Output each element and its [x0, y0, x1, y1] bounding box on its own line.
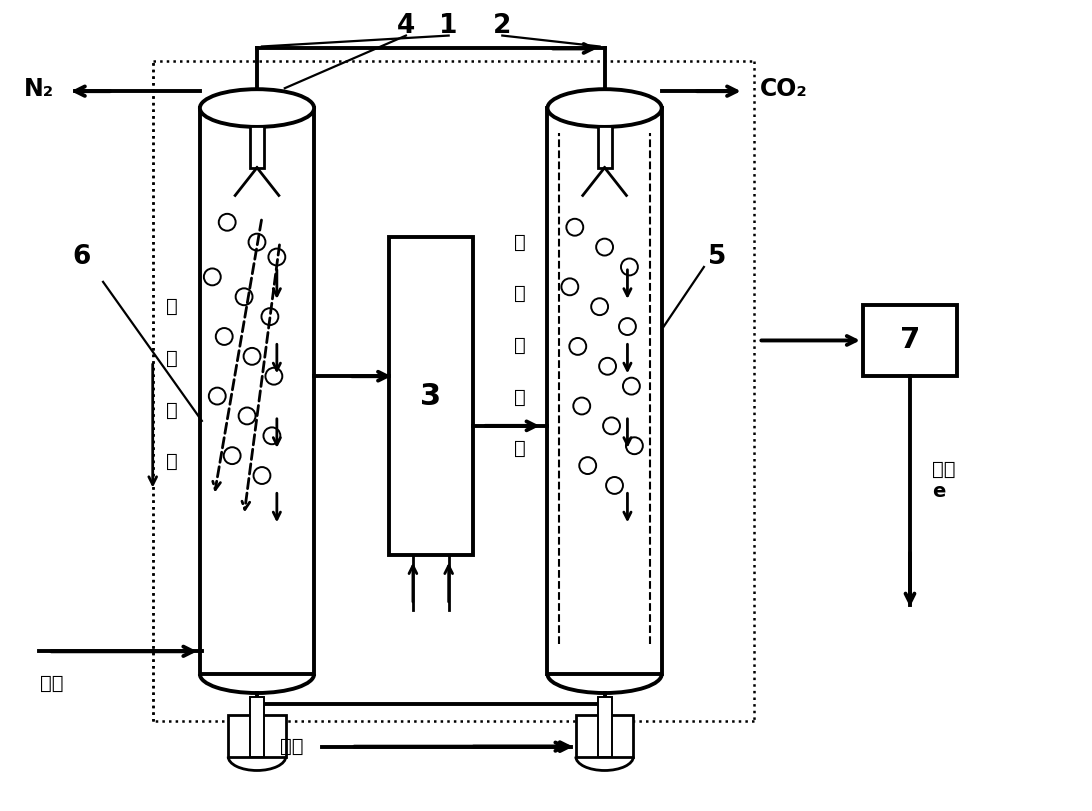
Text: CO₂: CO₂	[760, 77, 807, 101]
Bar	[597, 697, 612, 757]
Text: 应: 应	[514, 285, 525, 303]
Text: 烟气: 烟气	[39, 674, 63, 693]
Text: 热: 热	[514, 336, 525, 355]
Bar	[597, 126, 612, 168]
Text: N₂: N₂	[23, 77, 54, 101]
Text: 5: 5	[708, 244, 726, 270]
Text: 2: 2	[494, 13, 511, 39]
Text: 蕊汽: 蕊汽	[280, 737, 304, 756]
Text: 电子
e: 电子 e	[931, 460, 956, 501]
Bar	[863, 305, 958, 376]
Text: 4: 4	[396, 13, 415, 39]
Text: 子: 子	[166, 452, 178, 471]
Text: 电: 电	[514, 388, 525, 406]
Bar	[228, 714, 286, 757]
Bar	[547, 108, 662, 674]
Text: 场: 场	[514, 440, 525, 458]
Text: 金: 金	[166, 297, 178, 316]
Text: 属: 属	[166, 349, 178, 368]
Text: 3: 3	[420, 381, 441, 410]
Bar	[575, 714, 633, 757]
Bar	[200, 108, 314, 674]
Bar	[250, 126, 264, 168]
Text: 6: 6	[72, 244, 91, 270]
Ellipse shape	[200, 89, 314, 127]
Text: 7: 7	[900, 327, 921, 354]
Text: 反: 反	[514, 233, 525, 251]
Bar	[389, 237, 473, 555]
Text: 离: 离	[166, 401, 178, 419]
Bar	[250, 697, 264, 757]
Text: 1: 1	[439, 13, 458, 39]
Ellipse shape	[547, 89, 662, 127]
